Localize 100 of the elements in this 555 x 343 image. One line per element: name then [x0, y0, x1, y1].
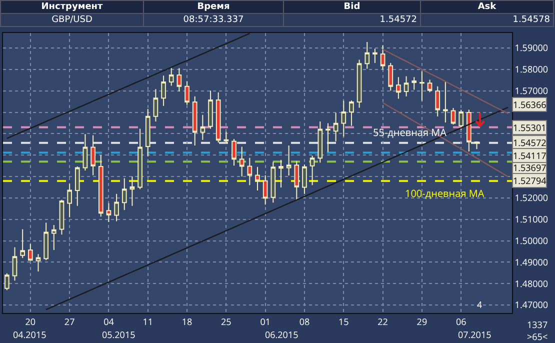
candlestick — [364, 42, 370, 70]
y-tick-label: 1.48000 — [514, 276, 548, 290]
candlestick — [44, 222, 48, 261]
text: 06.2015 — [265, 328, 298, 341]
candlestick — [138, 128, 142, 190]
text: >65< — [527, 330, 548, 343]
candlestick — [122, 178, 127, 210]
candlestick — [51, 224, 56, 251]
x-tick-label: 20 — [25, 314, 36, 328]
candlestick — [356, 59, 362, 108]
candlestick — [20, 228, 25, 258]
candlestick — [168, 66, 174, 86]
x-tick-label: 15 — [338, 314, 349, 328]
y-tick-label: 1.58000 — [514, 62, 548, 76]
candlestick — [318, 120, 323, 164]
category-label: Инструмент — [0, 0, 144, 14]
candlestick — [59, 199, 64, 236]
candlestick — [12, 246, 18, 282]
ref-line-label: 1.53697 — [513, 161, 546, 174]
candlestick — [192, 96, 198, 146]
y-tick-label: 1.49000 — [514, 255, 548, 268]
line-series — [45, 106, 509, 310]
candlestick — [474, 140, 480, 150]
candlestick — [341, 100, 346, 137]
text: 04.2015 — [13, 328, 46, 341]
y-tick-label: 1.59000 — [514, 41, 548, 54]
candlestick — [208, 90, 213, 130]
category-label: Ask — [420, 0, 554, 14]
candlestick — [200, 114, 206, 140]
candlestick — [380, 44, 386, 70]
candlestick — [372, 48, 378, 64]
category-label: Bid — [284, 0, 420, 14]
candlestick — [450, 107, 456, 125]
candlestick — [458, 109, 464, 130]
text: 05.2015 — [102, 328, 136, 341]
candlestick — [74, 166, 80, 206]
line-series — [382, 48, 509, 114]
x-tick-label: 25 — [221, 314, 232, 328]
text: 1.54578 — [420, 14, 554, 26]
candlestick — [153, 88, 158, 122]
candlestick — [427, 79, 432, 93]
y-tick-label: 1.52000 — [514, 191, 548, 204]
candlestick — [286, 144, 292, 176]
candlestick — [145, 108, 150, 157]
candlestick — [239, 146, 244, 178]
candlestick — [420, 70, 424, 102]
candlestick — [466, 109, 472, 152]
candlestick — [333, 112, 338, 142]
ref-line-label: 1.52794 — [513, 174, 546, 187]
annotation: 100-дневная MA — [405, 186, 485, 200]
candlestick — [184, 80, 190, 106]
candlestick — [224, 131, 229, 144]
annotation: 55-дневная MA — [373, 125, 448, 139]
candlestick — [412, 76, 417, 90]
x-tick-label: 22 — [378, 314, 388, 328]
candlestick — [36, 254, 41, 272]
x-tick-label: 11 — [142, 314, 154, 328]
text: 08:57:33.337 — [144, 14, 284, 26]
text: 07.2015 — [458, 328, 492, 341]
category-label: Время — [144, 0, 284, 14]
x-tick-label: 04 — [104, 314, 114, 328]
candlestick — [294, 160, 300, 202]
text: 1.54572 — [284, 14, 420, 26]
candlestick — [161, 75, 166, 106]
ref-line-label: 1.55301 — [513, 121, 546, 134]
candlestick — [388, 62, 394, 92]
text: 1337 — [527, 318, 548, 331]
x-tick-label: 08 — [299, 314, 310, 328]
candlestick — [278, 159, 284, 188]
candlestick — [130, 176, 135, 206]
y-tick-label: 1.50000 — [514, 234, 548, 247]
annotation: 4 — [477, 298, 482, 311]
candlestick — [28, 244, 33, 262]
text: GBP/USD — [0, 14, 144, 26]
ref-line-label: 1.54572 — [513, 136, 546, 149]
y-tick-label: 1.47000 — [514, 298, 548, 312]
y-tick-label: 1.51000 — [514, 212, 548, 226]
candlestick — [310, 155, 315, 186]
candlestick — [404, 76, 409, 97]
candlestick — [396, 76, 401, 100]
x-tick-label: 01 — [260, 314, 270, 328]
x-tick-label: 18 — [182, 314, 192, 328]
candlestick — [435, 86, 440, 117]
candlestick — [114, 193, 119, 222]
candlestick — [90, 134, 96, 176]
candlestick — [270, 161, 276, 204]
x-tick-label: 06 — [456, 314, 466, 328]
candlestick — [247, 157, 252, 186]
x-tick-label: 27 — [64, 314, 75, 328]
ref-line-label: 1.54117 — [513, 149, 546, 162]
candlestick — [4, 272, 10, 291]
candlestick — [302, 164, 307, 194]
candlestick — [82, 134, 88, 172]
annotation: 1.56366 — [513, 98, 546, 111]
y-tick-label: 1.57000 — [514, 84, 548, 97]
x-tick-label: 29 — [416, 314, 428, 328]
candlestick — [232, 138, 236, 166]
candlestick — [255, 166, 260, 191]
candlestick — [106, 202, 112, 222]
candlestick — [216, 92, 221, 143]
